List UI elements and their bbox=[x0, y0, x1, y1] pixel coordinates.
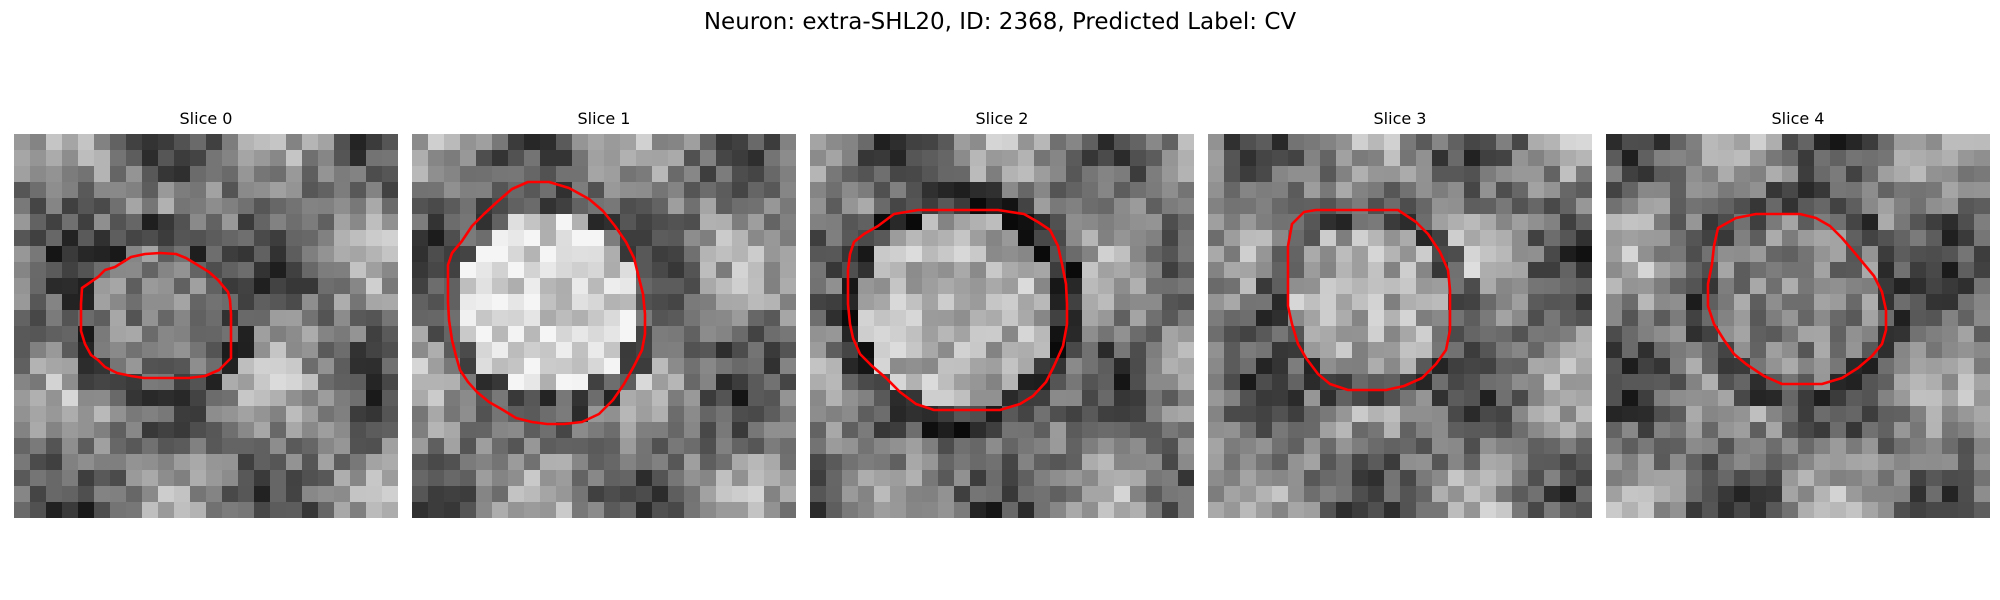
slice-image-4 bbox=[1606, 134, 1990, 518]
figure-title: Neuron: extra-SHL20, ID: 2368, Predicted… bbox=[703, 9, 1297, 35]
slice-panel-3: Slice 3 bbox=[1208, 108, 1592, 518]
slice-image-0 bbox=[14, 134, 398, 518]
roi-contour bbox=[846, 208, 1069, 412]
grayscale-pixels bbox=[14, 134, 398, 518]
roi-contour bbox=[1706, 212, 1888, 386]
slice-image-2 bbox=[810, 134, 1194, 518]
grayscale-pixels bbox=[1606, 134, 1990, 518]
slice-title-1: Slice 1 bbox=[577, 109, 631, 128]
roi-contour bbox=[1286, 208, 1452, 392]
grayscale-pixels bbox=[1208, 134, 1592, 518]
slice-title-0: Slice 0 bbox=[179, 109, 233, 128]
grayscale-pixels bbox=[412, 134, 796, 518]
slice-title-4: Slice 4 bbox=[1771, 109, 1825, 128]
roi-contour bbox=[79, 251, 233, 380]
slice-panel-1: Slice 1 bbox=[412, 108, 796, 518]
slice-title-2: Slice 2 bbox=[975, 109, 1029, 128]
slice-panel-0: Slice 0 bbox=[14, 108, 398, 518]
slice-title-3: Slice 3 bbox=[1373, 109, 1427, 128]
slice-image-3 bbox=[1208, 134, 1592, 518]
slice-panel-4: Slice 4 bbox=[1606, 108, 1990, 518]
roi-contour bbox=[446, 180, 647, 426]
slice-panel-2: Slice 2 bbox=[810, 108, 1194, 518]
slice-image-1 bbox=[412, 134, 796, 518]
grayscale-pixels bbox=[810, 134, 1194, 518]
